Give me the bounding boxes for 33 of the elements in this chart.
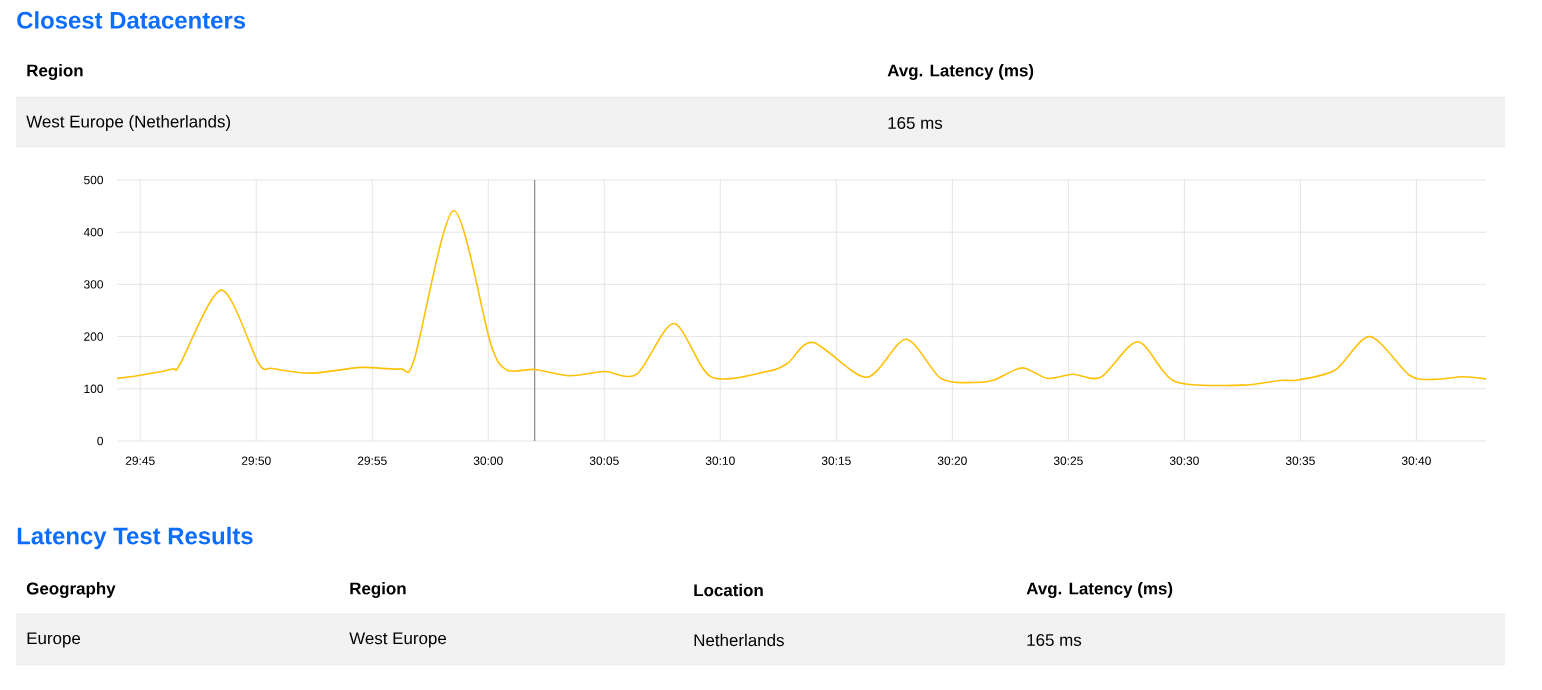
text: Region (27, 64, 83, 80)
text: 165 ms (888, 117, 943, 129)
x-tick-label: 30:20 (937, 456, 967, 465)
x-tick-label: 30:05 (589, 456, 619, 465)
x-tick-label: 30:25 (1053, 456, 1083, 465)
text: West Europe (349, 632, 447, 648)
y-tick-label: 200 (84, 332, 104, 341)
y-tick-label: 100 (84, 384, 104, 394)
x-tick-label: 29:55 (357, 456, 387, 465)
y-tick-label: 0 (97, 436, 104, 446)
x-tick-label: 29:50 (241, 456, 271, 465)
x-tick-label: 30:15 (821, 456, 851, 465)
x-tick-label: 30:40 (1401, 456, 1431, 465)
x-tick-label: 30:10 (705, 456, 735, 465)
x-tick-label: 30:00 (473, 456, 503, 465)
text: West Europe (Netherlands) (26, 115, 231, 131)
text: Latency Test Results (17, 526, 253, 550)
y-tick-label: 400 (83, 227, 104, 237)
x-tick-label: 29:45 (125, 456, 155, 465)
line-series (116, 210, 1487, 387)
text: Avg. Latency (ms) (1026, 582, 1173, 598)
text: Geography (26, 582, 116, 598)
text: Avg. Latency (ms) (887, 64, 1034, 80)
y-tick-label: 500 (84, 175, 104, 185)
y-tick-label: 300 (84, 280, 104, 289)
text: Netherlands (694, 633, 784, 647)
x-tick-label: 30:35 (1285, 456, 1315, 465)
x-tick-label: 30:30 (1169, 456, 1199, 465)
text: 165 ms (1027, 634, 1082, 646)
chart-title: Closest Datacenters (17, 11, 246, 29)
text: Location (694, 583, 763, 597)
text: Region (350, 582, 406, 598)
text: Europe (27, 632, 81, 648)
